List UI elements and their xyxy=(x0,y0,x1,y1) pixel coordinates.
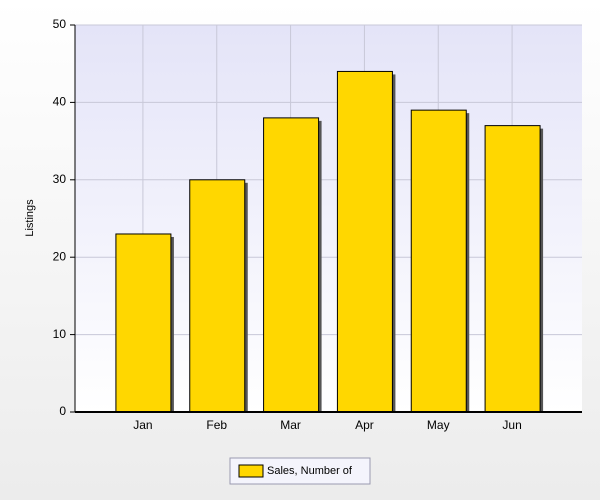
y-tick-label: 30 xyxy=(53,172,67,186)
y-tick-label: 10 xyxy=(53,327,67,341)
bar xyxy=(263,117,320,413)
x-tick-label: Mar xyxy=(280,418,301,432)
bar xyxy=(336,70,393,413)
x-tick-label: Jan xyxy=(133,418,152,432)
bar xyxy=(115,233,172,413)
y-tick-label: 20 xyxy=(53,249,67,263)
y-tick-label: 50 xyxy=(53,17,67,31)
x-tick-label: Feb xyxy=(206,418,227,432)
x-tick-label: Jun xyxy=(502,418,521,432)
bar xyxy=(189,179,246,413)
bar xyxy=(410,109,467,413)
y-tick-label: 0 xyxy=(59,404,66,418)
x-tick-label: May xyxy=(427,418,450,432)
legend-swatch xyxy=(238,464,264,478)
legend-label: Sales, Number of xyxy=(267,465,353,477)
y-tick-label: 40 xyxy=(53,95,67,109)
bar xyxy=(484,125,541,413)
x-tick-label: Apr xyxy=(355,418,374,432)
y-axis-label: Listings xyxy=(24,199,36,237)
